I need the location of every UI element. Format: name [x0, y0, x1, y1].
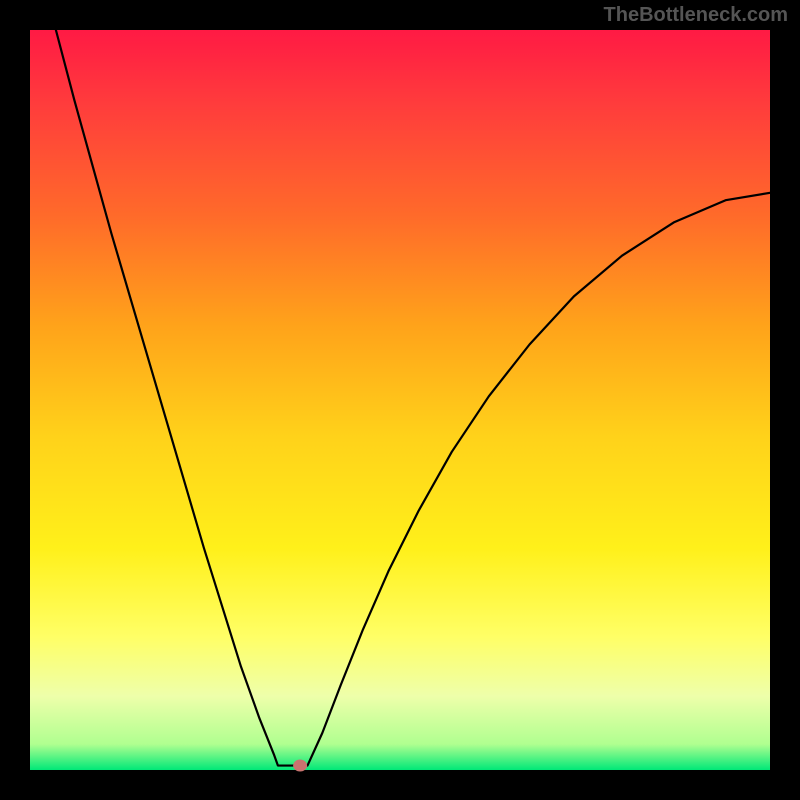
optimal-point-marker — [293, 760, 307, 772]
watermark-text: TheBottleneck.com — [604, 4, 788, 27]
plot-background — [30, 30, 770, 770]
bottleneck-chart — [0, 0, 800, 800]
chart-container: TheBottleneck.com — [0, 0, 800, 800]
